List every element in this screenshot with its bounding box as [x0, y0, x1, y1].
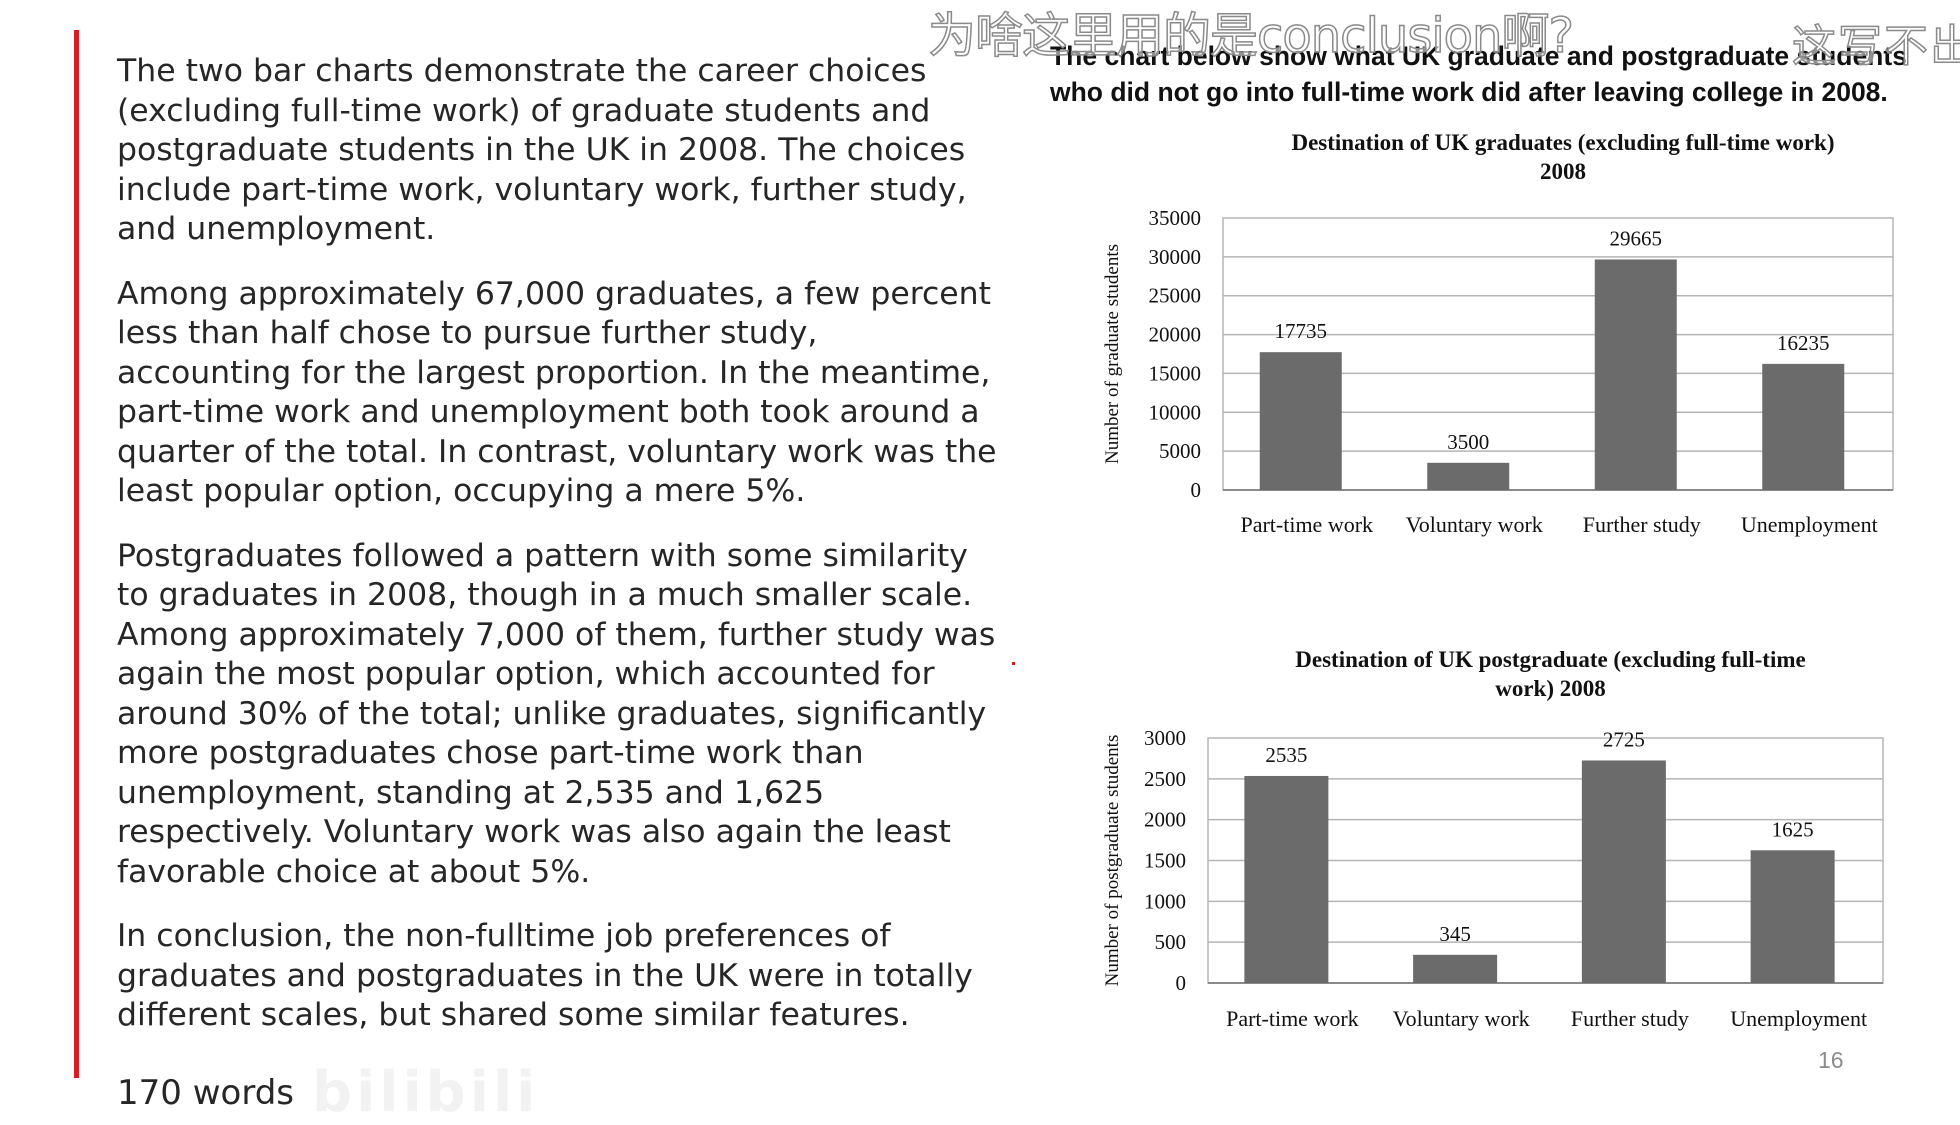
- y-tick-label: 5000: [1159, 439, 1201, 463]
- chart-title-line: work) 2008: [1495, 676, 1606, 701]
- chart-title-line: 2008: [1540, 159, 1586, 184]
- essay-text: The two bar charts demonstrate the caree…: [117, 52, 997, 1113]
- bar: [1427, 462, 1510, 490]
- chart-title-line: Destination of UK postgraduate (excludin…: [1295, 647, 1805, 672]
- y-tick-label: 30000: [1149, 245, 1202, 269]
- bar: [1413, 954, 1498, 983]
- y-tick-label: 0: [1191, 478, 1202, 502]
- graduates-bar-chart: Destination of UK graduates (excluding f…: [1090, 122, 1950, 552]
- red-dot: [1012, 662, 1015, 665]
- chart-title-line: Destination of UK graduates (excluding f…: [1291, 130, 1834, 155]
- x-category-label: Voluntary work: [1406, 512, 1543, 537]
- y-tick-label: 2000: [1144, 808, 1186, 832]
- y-tick-label: 35000: [1149, 206, 1202, 230]
- bar: [1244, 775, 1329, 983]
- y-tick-label: 1500: [1144, 849, 1186, 873]
- y-axis-label: Number of graduate students: [1102, 244, 1123, 464]
- graduates-chart-svg: Destination of UK graduates (excluding f…: [1102, 130, 1894, 537]
- danmaku-comment-partial: 这写不出: [1791, 20, 1960, 73]
- y-tick-label: 2500: [1144, 767, 1186, 791]
- y-tick-label: 10000: [1149, 400, 1202, 424]
- bar-data-label: 2725: [1603, 727, 1645, 751]
- x-category-label: Part-time work: [1240, 512, 1373, 537]
- bar-data-label: 29665: [1610, 226, 1663, 250]
- x-category-label: Unemployment: [1730, 1006, 1867, 1031]
- word-count: 170 words: [117, 1072, 294, 1113]
- essay-paragraph-2: Among approximately 67,000 graduates, a …: [117, 275, 997, 510]
- x-category-label: Part-time work: [1226, 1006, 1359, 1031]
- task-prompt: The chart below show what UK graduate an…: [1050, 38, 1950, 110]
- page-number: 16: [1818, 1047, 1844, 1073]
- essay-paragraph-3: Postgraduates followed a pattern with so…: [117, 537, 996, 890]
- y-tick-label: 500: [1155, 930, 1187, 954]
- x-category-label: Unemployment: [1741, 512, 1878, 537]
- bar: [1594, 259, 1677, 490]
- bar-data-label: 345: [1439, 922, 1471, 946]
- y-tick-label: 20000: [1149, 323, 1202, 347]
- bar: [1762, 363, 1845, 490]
- bar: [1259, 352, 1342, 490]
- x-category-label: Further study: [1583, 512, 1701, 537]
- y-axis-label: Number of postgraduate students: [1102, 735, 1123, 987]
- x-category-label: Further study: [1571, 1006, 1689, 1031]
- postgraduates-chart-svg: Destination of UK postgraduate (excludin…: [1102, 647, 1884, 1031]
- bar: [1581, 760, 1666, 983]
- bar-data-label: 1625: [1772, 817, 1814, 841]
- x-category-label: Voluntary work: [1393, 1006, 1530, 1031]
- essay-paragraph-1: The two bar charts demonstrate the caree…: [117, 53, 967, 247]
- y-tick-label: 15000: [1149, 361, 1202, 385]
- bar-data-label: 16235: [1777, 331, 1830, 355]
- postgraduates-bar-chart: Destination of UK postgraduate (excludin…: [1090, 638, 1950, 1038]
- bar-data-label: 3500: [1447, 430, 1489, 454]
- task-prompt-line-1: The chart below show what UK graduate an…: [1050, 41, 1907, 71]
- bar-data-label: 17735: [1275, 319, 1328, 343]
- danmaku-comment: 为啥这里用的是conclusion啊?: [927, 7, 1574, 65]
- bar-data-label: 2535: [1265, 743, 1307, 767]
- y-tick-label: 0: [1176, 971, 1187, 995]
- essay-paragraph-4: In conclusion, the non-fulltime job pref…: [117, 918, 973, 1033]
- bar: [1750, 850, 1835, 983]
- y-tick-label: 25000: [1149, 284, 1202, 308]
- task-prompt-line-2: who did not go into full-time work did a…: [1050, 77, 1888, 107]
- y-tick-label: 3000: [1144, 726, 1186, 750]
- y-tick-label: 1000: [1144, 889, 1186, 913]
- accent-bar: [74, 30, 79, 1078]
- site-watermark: bilibili: [312, 1060, 540, 1125]
